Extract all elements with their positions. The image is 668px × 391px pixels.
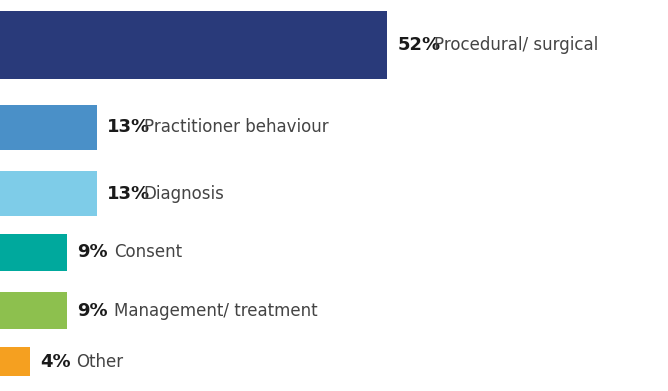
Bar (0, 233, 67, 271)
Text: 9%: 9% (77, 302, 108, 320)
Text: Other: Other (77, 353, 124, 371)
Text: Practitioner behaviour: Practitioner behaviour (144, 118, 328, 136)
Text: 13%: 13% (107, 118, 150, 136)
Bar (0, 292, 67, 329)
Text: 9%: 9% (77, 243, 108, 261)
Text: Diagnosis: Diagnosis (144, 185, 224, 203)
Bar (0, 171, 97, 216)
Text: Procedural/ surgical: Procedural/ surgical (434, 36, 599, 54)
Text: 4%: 4% (40, 353, 70, 371)
Text: Management/ treatment: Management/ treatment (114, 302, 317, 320)
Bar (0, 104, 97, 149)
Bar (0, 347, 30, 376)
Bar (0, 11, 387, 79)
Text: Consent: Consent (114, 243, 182, 261)
Text: 13%: 13% (107, 185, 150, 203)
Text: 52%: 52% (397, 36, 441, 54)
